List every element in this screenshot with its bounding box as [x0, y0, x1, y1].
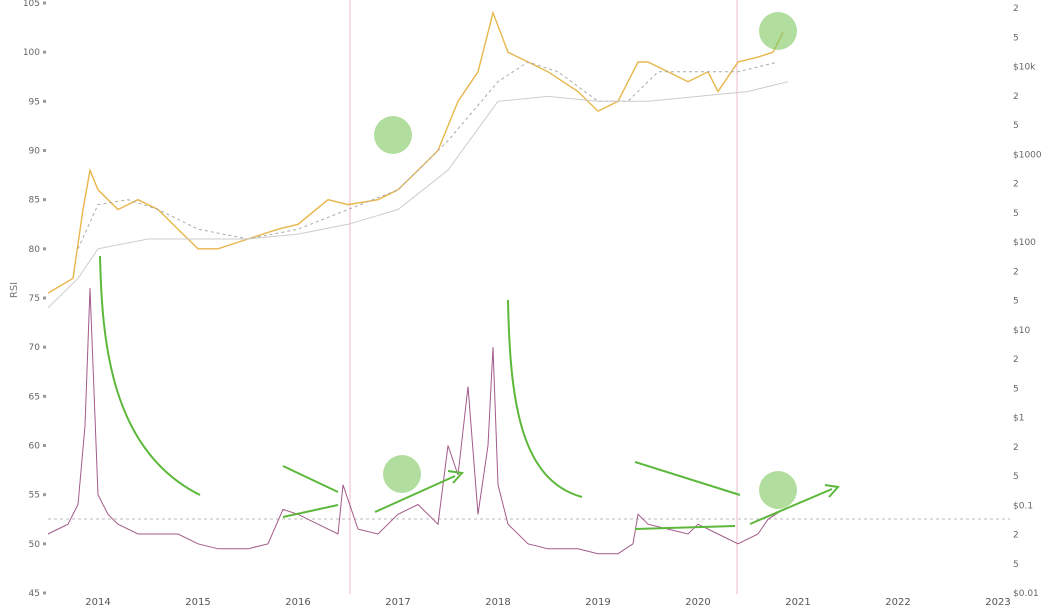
- right-tick-label: $1000: [1013, 150, 1042, 160]
- left-tick-label: 55: [29, 491, 40, 501]
- left-tick-label: 70: [29, 343, 41, 353]
- breakout-arrow-2017-head: [447, 470, 464, 484]
- breakout-arrow-2017: [374, 475, 456, 513]
- right-tick-label: 5: [1013, 297, 1019, 307]
- right-tick-label: $0.01: [1013, 589, 1039, 599]
- highlight-circle-rsi-2020: [759, 471, 797, 509]
- breakout-arrow-2020: [749, 488, 833, 525]
- left-tick-mark: [43, 493, 46, 497]
- right-tick-label: 2: [1013, 92, 1019, 102]
- breakout-arrow-2020-head: [824, 484, 840, 498]
- left-tick-mark: [43, 591, 46, 595]
- right-tick-label: 5: [1013, 384, 1019, 394]
- right-tick-label: 2: [1013, 443, 1019, 453]
- series-line-price: [47, 10, 784, 294]
- right-tick-label: 5: [1013, 560, 1019, 570]
- x-tick-label: 2017: [385, 597, 410, 608]
- x-tick-label: 2023: [985, 597, 1010, 608]
- highlight-circle-price-2017: [374, 116, 412, 154]
- left-tick-mark: [43, 247, 46, 251]
- annotation-layer: [99, 12, 840, 530]
- left-tick-mark: [43, 149, 46, 152]
- right-tick-label: 2: [1013, 355, 1019, 365]
- right-tick-label: $0.1: [1013, 501, 1033, 511]
- x-tick-label: 2015: [185, 597, 210, 608]
- left-tick-label: 80: [29, 245, 41, 255]
- triangle-lower-2016: [282, 504, 339, 518]
- series-line-price-moving-average-long: [47, 81, 789, 309]
- left-tick-label: 105: [23, 0, 40, 9]
- x-tick-label: 2021: [785, 597, 810, 608]
- left-tick-mark: [43, 394, 46, 398]
- right-tick-label: 2: [1013, 267, 1019, 277]
- decay-curve-1: [99, 255, 201, 496]
- x-tick-label: 2014: [85, 597, 110, 608]
- left-tick-label: 45: [29, 589, 40, 599]
- left-tick-label: 75: [29, 294, 40, 304]
- highlight-circle-rsi-2017: [383, 455, 421, 493]
- series-line-price-moving-average-dashed: [77, 61, 779, 250]
- triangle-lower-2019: [634, 525, 736, 530]
- right-tick-label: 5: [1013, 33, 1019, 43]
- left-axis: 45 50 55 60 65 70 75 80 85 90 95 100 105: [23, 0, 46, 599]
- x-tick-label: 2016: [285, 597, 310, 608]
- left-tick-mark: [43, 444, 46, 447]
- right-tick-label: 2: [1013, 531, 1019, 541]
- left-tick-mark: [43, 99, 46, 103]
- left-tick-label: 65: [29, 392, 40, 402]
- right-tick-label: 5: [1013, 121, 1019, 131]
- y-axis-label: RSI: [9, 282, 20, 298]
- left-tick-mark: [43, 1, 46, 5]
- left-tick-label: 60: [29, 442, 41, 452]
- x-tick-label: 2022: [885, 597, 910, 608]
- left-tick-label: 95: [29, 97, 40, 107]
- right-tick-label: $10k: [1013, 63, 1036, 73]
- x-tick-label: 2018: [485, 597, 510, 608]
- right-tick-label: 5: [1013, 472, 1019, 482]
- right-tick-label: $100: [1013, 238, 1036, 248]
- left-tick-mark: [43, 296, 46, 300]
- series-line-rsi: [47, 288, 784, 555]
- plot-area: [47, 0, 1010, 594]
- triangle-upper-2016: [282, 465, 339, 493]
- left-tick-mark: [43, 50, 46, 54]
- right-tick-label: 2: [1013, 4, 1019, 14]
- right-tick-label: 2: [1013, 180, 1019, 190]
- right-tick-label: $10: [1013, 326, 1030, 336]
- left-tick-label: 100: [23, 48, 40, 58]
- left-tick-label: 50: [29, 540, 41, 550]
- x-tick-label: 2019: [585, 597, 610, 608]
- series-layer: [47, 10, 789, 555]
- left-tick-label: 90: [29, 147, 41, 157]
- right-axis: $0.01 5 2 $0.1 5 2 $1 5 2 $10 5 2 $100 5 2 $1000 5 2 $10k 5…: [1013, 4, 1042, 599]
- highlight-circle-price-2020: [759, 12, 797, 50]
- x-axis: 2014 2015 2016 2017 2018 2019 2020 2021 2022 2023: [85, 597, 1010, 608]
- decay-curve-2: [507, 299, 583, 498]
- left-tick-mark: [43, 198, 46, 202]
- x-tick-label: 2020: [685, 597, 710, 608]
- left-tick-label: 85: [29, 196, 40, 206]
- right-tick-label: $1: [1013, 414, 1024, 424]
- right-tick-label: 5: [1013, 209, 1019, 219]
- left-tick-mark: [43, 345, 46, 349]
- triangle-upper-2019: [634, 461, 741, 496]
- left-tick-mark: [43, 542, 46, 546]
